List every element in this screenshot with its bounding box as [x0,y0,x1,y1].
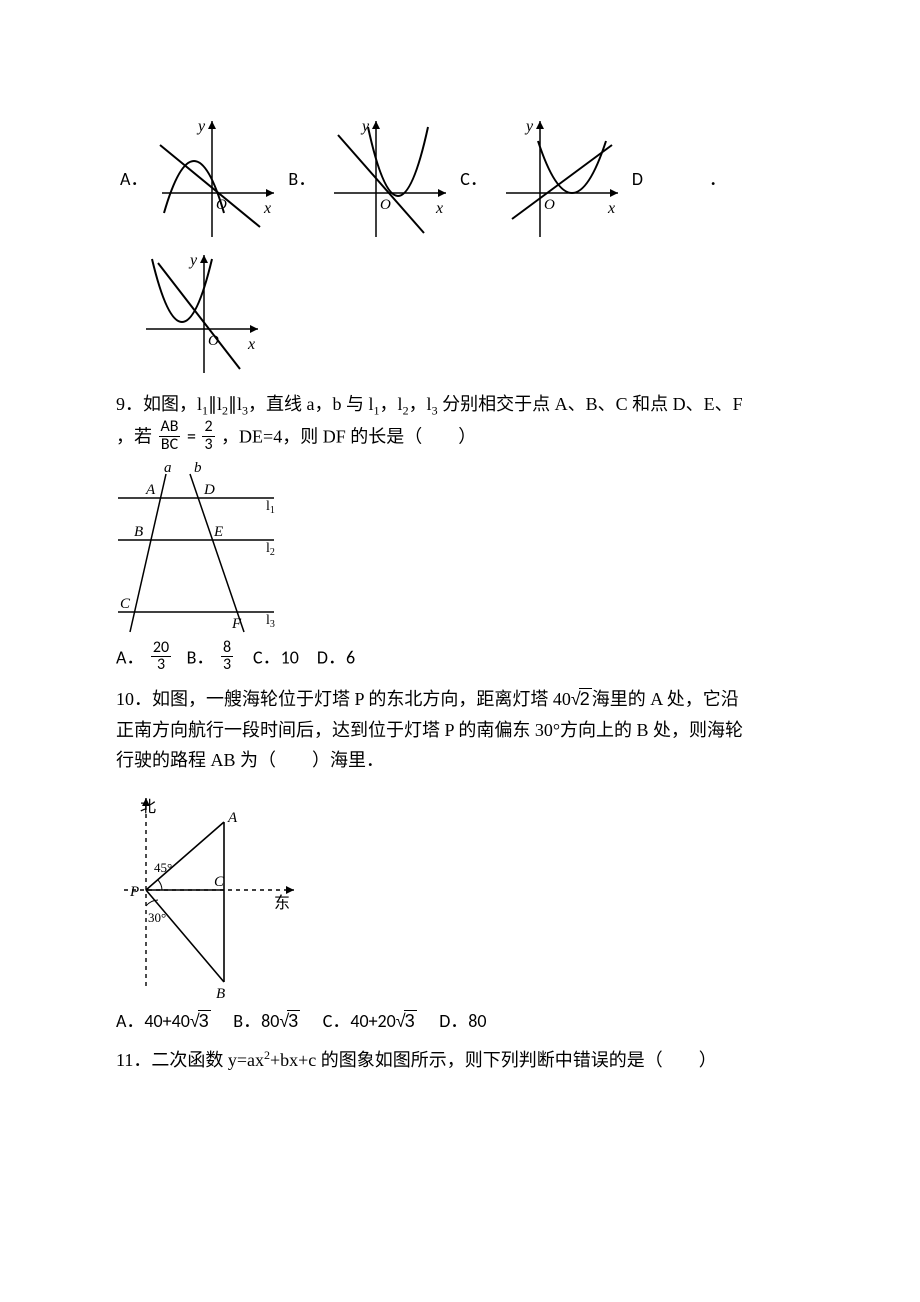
t: A．40+40 [116,1010,190,1032]
svg-text:C: C [214,874,225,890]
lbl-b: b [194,460,202,476]
t: ∥l [228,394,242,414]
svg-text:x: x [607,200,615,217]
t: 11．二次函数 y=ax [116,1050,264,1070]
option-b-graph: x y O [328,115,452,243]
option-d-dot: ． [709,164,727,195]
svg-text:l2: l2 [266,541,275,558]
q9-figure: a b A B C D E F l1 l2 l3 [116,458,282,640]
svg-text:O: O [208,333,219,349]
sqrt-3b: √3 [279,1006,300,1037]
svg-text:l1: l1 [266,499,275,516]
svg-text:C: C [120,596,131,612]
svg-text:P: P [129,884,139,900]
q9-line1: 9．如图，l1∥l2∥l3，直线 a，b 与 l1，l2，l3 分别相交于点 A… [116,389,804,421]
svg-text:y: y [196,118,206,135]
q9-optB-frac: 83 [221,640,233,675]
svg-text:y: y [360,118,370,135]
t: 9．如图，l [116,394,202,414]
frac-ab-bc: ABBC [159,419,181,454]
svg-text:x: x [263,200,271,217]
svg-text:A: A [227,810,238,826]
sqrt-2: √2 [571,684,592,715]
t: +bx+c 的图象如图所示，则下列判断中错误的是（ ） [270,1050,717,1070]
q10-options: A．40+40√3 B．80√3 C．40+20√3 D．80 [116,1006,804,1037]
svg-text:A: A [145,482,156,498]
t: B．80 [233,1010,279,1032]
svg-text:O: O [380,197,391,213]
svg-text:y: y [524,118,534,135]
t: 海里的 A 处，它沿 [592,689,739,709]
t: B． [187,646,215,668]
svg-text:x: x [435,200,443,217]
graph-options-row: A． x y O B． x [116,115,804,243]
option-c-label: C． [460,164,488,195]
q10-line1: 10．如图，一艘海轮位于灯塔 P 的东北方向，距离灯塔 40√2海里的 A 处，… [116,684,804,715]
q9-line2: ，若 ABBC = 23 ，DE=4，则 DF 的长是（ ） [116,421,804,456]
svg-text:O: O [216,197,227,213]
option-a-label: A． [120,164,148,195]
t: 10．如图，一艘海轮位于灯塔 P 的东北方向，距离灯塔 40 [116,689,571,709]
svg-text:北: 北 [140,798,156,816]
sqrt-3a: √3 [190,1006,211,1037]
option-c-graph: x y O [500,115,624,243]
t: ，l [380,394,403,414]
svg-text:F: F [231,616,242,632]
t: D．6 [317,646,355,668]
option-d-label: D [632,164,643,195]
svg-text:30°: 30° [148,910,166,925]
t: ，若 [116,426,152,446]
eq-sign: = [187,425,196,447]
q10-line2: 正南方向航行一段时间后，达到位于灯塔 P 的南偏东 30°方向上的 B 处，则海… [116,715,804,746]
t: ，直线 a，b 与 l [248,394,374,414]
q9-optA-frac: 203 [151,640,171,675]
sqrt-3c: √3 [396,1006,417,1037]
t: ，DE=4，则 DF 的长是（ ） [221,426,476,446]
t: 分别相交于点 A、B、C 和点 D、E、F [438,394,743,414]
svg-text:45°: 45° [154,860,172,875]
svg-text:东: 东 [274,894,290,912]
t: ∥l [208,394,222,414]
svg-text:E: E [213,524,223,540]
q10-line3: 行驶的路程 AB 为（ ）海里． [116,745,804,776]
frac-2-3: 23 [202,419,214,454]
t: A． [116,646,144,668]
q9-options: A． 203 B． 83 C．10 D．6 [116,642,804,677]
svg-text:l3: l3 [266,613,275,630]
exam-page: A． x y O B． x [0,0,920,1302]
q11-line: 11．二次函数 y=ax2+bx+c 的图象如图所示，则下列判断中错误的是（ ） [116,1045,804,1076]
t: ，l [409,394,432,414]
q10-figure: 北 东 P A B C 45° 30° [116,782,306,1004]
svg-text:O: O [544,197,555,213]
svg-text:y: y [188,252,198,269]
option-b-label: B． [288,164,316,195]
option-d-graph: x y O [140,249,264,379]
t: C．10 [253,646,299,668]
lbl-a: a [164,460,172,476]
svg-text:B: B [134,524,143,540]
option-a-graph: x y O [156,115,280,243]
svg-text:B: B [216,986,225,1002]
t: C．40+20 [323,1010,396,1032]
svg-text:D: D [203,482,215,498]
t: D．80 [439,1010,486,1032]
svg-text:x: x [247,336,255,353]
